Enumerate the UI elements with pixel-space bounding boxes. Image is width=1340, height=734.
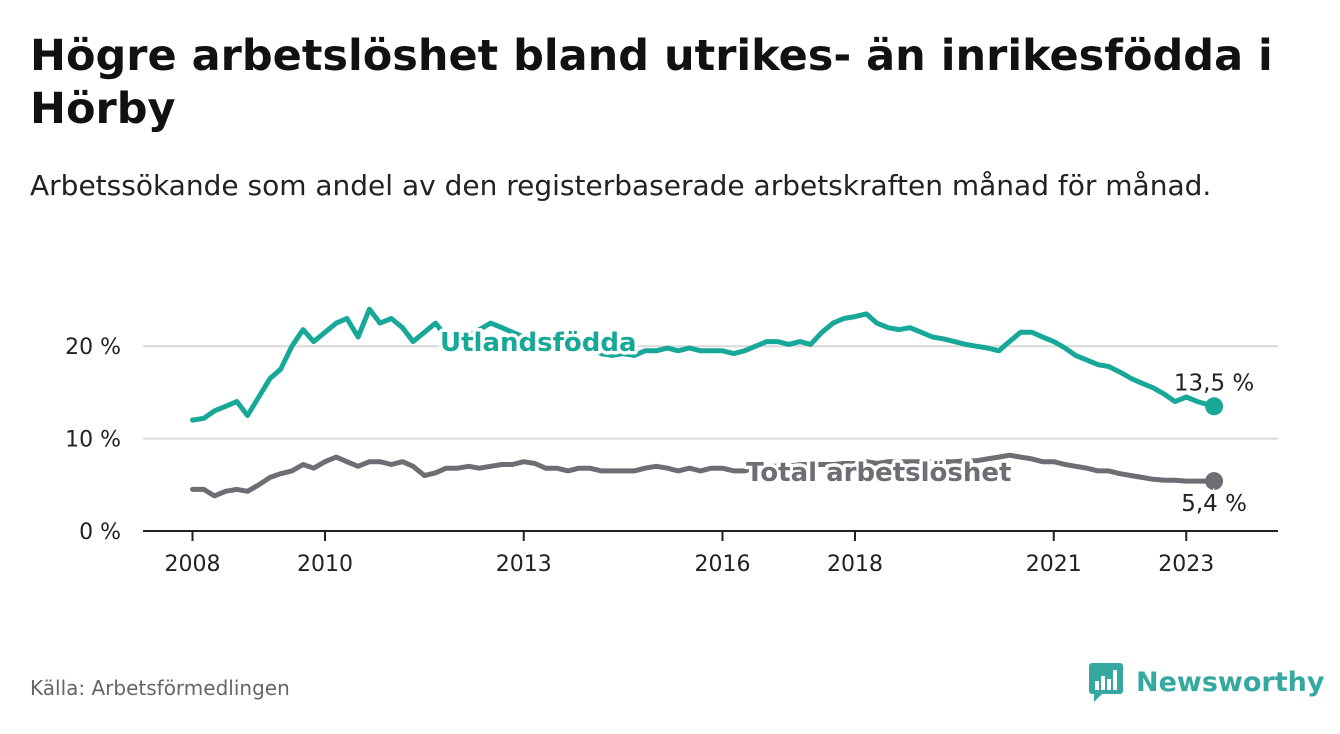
x-tick-label: 2010 — [297, 552, 353, 577]
end-point-total — [1205, 472, 1224, 491]
newsworthy-logo-icon — [1089, 663, 1123, 702]
y-tick-label: 0 % — [79, 520, 121, 545]
x-tick-label: 2008 — [165, 552, 221, 577]
series-label-utlandsfodda: Utlandsfödda — [440, 328, 637, 358]
end-point-utlandsfodda — [1205, 397, 1224, 416]
x-tick-label: 2016 — [695, 552, 751, 577]
brand-logo: Newsworthy — [1088, 660, 1324, 704]
end-value-label-utlandsfodda: 13,5 % — [1174, 370, 1254, 396]
x-tick-label: 2018 — [827, 552, 883, 577]
y-tick-label: 10 % — [65, 428, 121, 453]
chart-subtitle: Arbetssökande som andel av den registerb… — [30, 169, 1212, 202]
chart-title: Högre arbetslöshet bland utrikes- än inr… — [30, 31, 1273, 134]
series-line-utlandsfodda — [190, 306, 1217, 423]
end-value-label-total: 5,4 % — [1181, 491, 1247, 517]
line-chart: 0 % 10 % 20 % 2008 2010 2013 2016 2018 2021 2023 U… — [65, 306, 1278, 577]
series-line-total — [190, 452, 1217, 499]
brand-name: Newsworthy — [1136, 666, 1325, 698]
series-label-total: Total arbetslöshet — [746, 458, 1011, 488]
source-note: Källa: Arbetsförmedlingen — [30, 676, 290, 700]
x-tick-label: 2013 — [496, 552, 552, 577]
x-tick-label: 2021 — [1026, 552, 1082, 577]
x-tick-label: 2023 — [1158, 552, 1214, 577]
y-tick-label: 20 % — [65, 335, 121, 360]
